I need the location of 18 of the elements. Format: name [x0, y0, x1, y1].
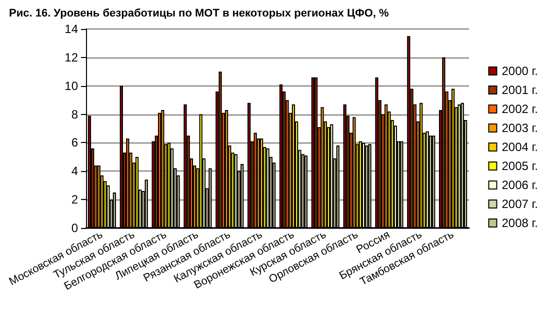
y-tick-label: 4: [71, 164, 78, 178]
legend-label: 2005 г.: [502, 159, 538, 173]
legend-label: 2007 г.: [502, 197, 538, 211]
legend-label: 2000 г.: [502, 64, 538, 78]
chart-title: Рис. 16. Уровень безработицы по МОТ в некоторых регионах ЦФО, %: [9, 8, 390, 20]
y-tick-label: 0: [71, 221, 78, 235]
legend-label: 2003 г.: [502, 121, 538, 135]
legend-label: 2008 г.: [502, 216, 538, 230]
y-tick-label: 2: [71, 192, 78, 207]
y-tick-label: 6: [71, 136, 78, 150]
legend-label: 2002 г.: [502, 102, 538, 116]
y-tick-label: 8: [71, 107, 78, 122]
y-tick-label: 10: [64, 78, 78, 93]
y-tick-label: 12: [64, 50, 78, 64]
legend-label: 2006 г.: [502, 178, 538, 192]
legend-label: 2004 г.: [502, 140, 538, 154]
y-tick-label: 14: [64, 22, 78, 36]
legend-label: 2001 г.: [502, 83, 538, 97]
